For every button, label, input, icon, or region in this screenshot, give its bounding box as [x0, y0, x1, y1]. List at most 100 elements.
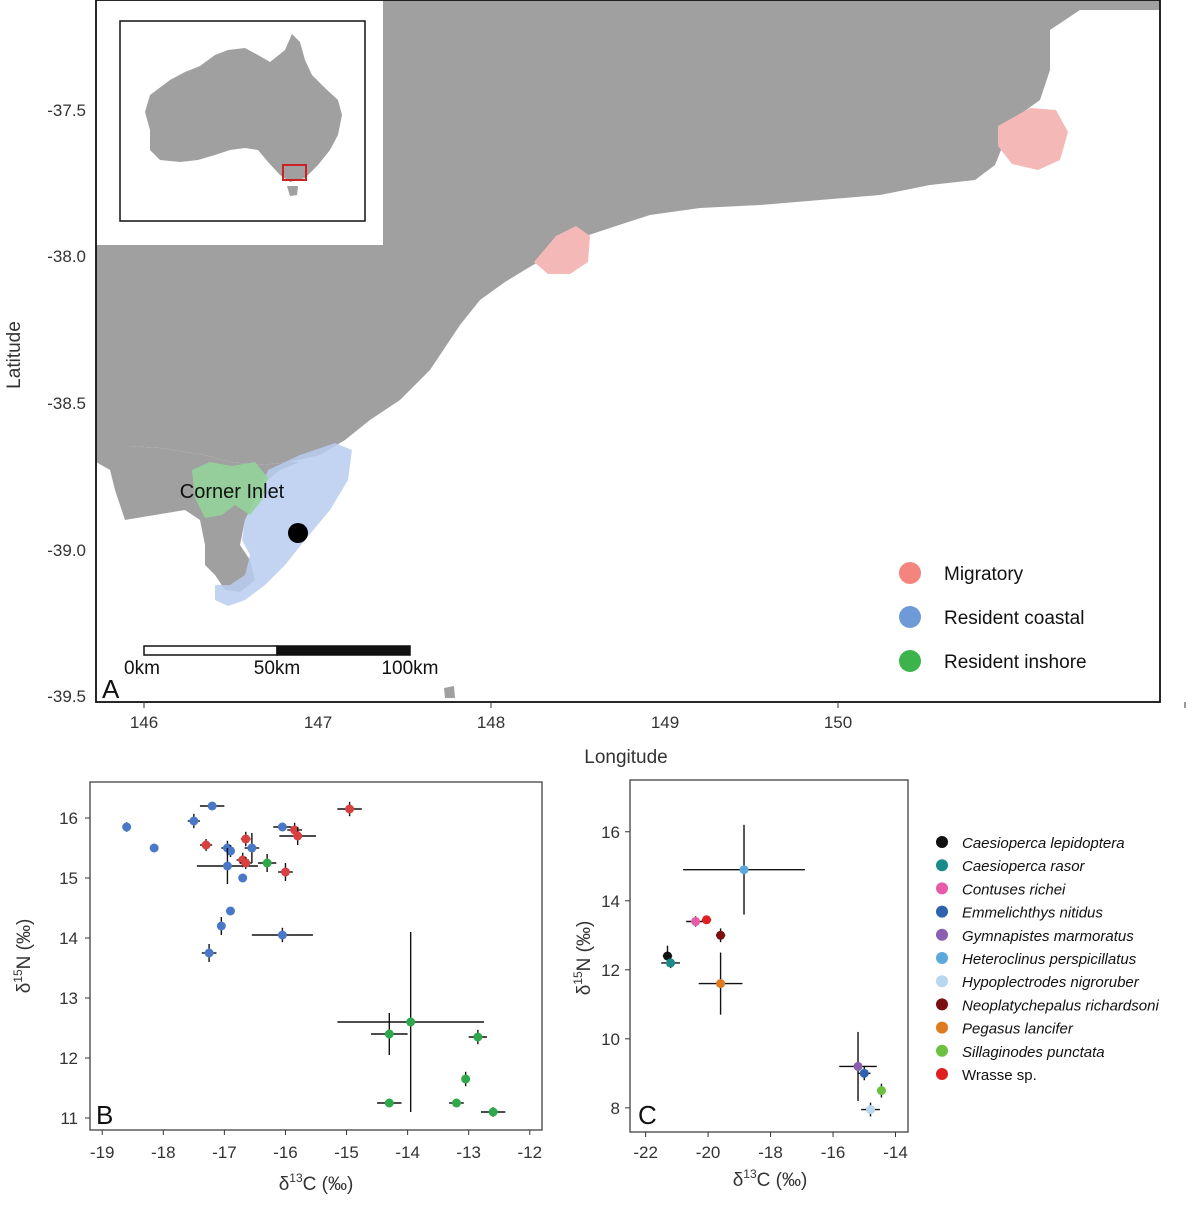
panel-c-y-tick: 10	[601, 1030, 620, 1049]
map-x-tick: 150	[824, 713, 852, 732]
data-point	[225, 846, 235, 856]
panel-c-y-ticks: 8 10 12 14 16	[601, 823, 620, 1118]
map-y-tick: -39.0	[47, 541, 86, 560]
data-point	[853, 1061, 863, 1071]
data-point	[122, 822, 132, 832]
panel-b-y-tick: 13	[59, 989, 78, 1008]
species-legend-label: Neoplatychepalus richardsoni	[962, 997, 1159, 1014]
data-point	[859, 1068, 869, 1078]
data-point	[247, 843, 257, 853]
data-point	[866, 1105, 876, 1115]
map-y-axis: -37.5 -38.0 -38.5 -39.0 -39.5 Latitude	[4, 101, 86, 706]
data-point	[262, 858, 272, 868]
species-legend-swatch	[936, 998, 948, 1011]
data-point	[451, 1098, 461, 1108]
data-point	[488, 1107, 498, 1117]
panel-b-x-tick: -19	[90, 1143, 115, 1162]
species-legend-label: Contuses richei	[962, 881, 1066, 898]
data-point	[277, 822, 287, 832]
data-point	[216, 921, 226, 931]
panel-c-marks	[625, 824, 897, 1137]
species-legend-label: Heteroclinus perspicillatus	[962, 951, 1137, 968]
panel-b-marks	[85, 801, 531, 1135]
map-x-tick: 148	[477, 713, 505, 732]
map-y-axis-title: Latitude	[4, 321, 25, 389]
map-y-tick: -38.5	[47, 394, 86, 413]
panel-b-x-tick: -14	[395, 1143, 420, 1162]
inset-study-area-box	[282, 164, 307, 181]
data-point	[876, 1086, 886, 1096]
data-point	[716, 930, 726, 940]
species-legend-swatch	[936, 1044, 948, 1057]
place-label-corner-inlet: Corner Inlet	[180, 481, 285, 503]
data-point	[662, 951, 672, 961]
data-point	[149, 843, 159, 853]
data-point	[222, 861, 232, 871]
species-legend-label: Sillaginodes punctata	[962, 1044, 1105, 1061]
map-x-tick: 146	[130, 713, 158, 732]
data-point	[277, 930, 287, 940]
panel-a-label: A	[102, 674, 120, 704]
panel-b-y-tick: 11	[60, 1109, 78, 1128]
tasmania-silhouette	[287, 186, 298, 196]
data-point	[666, 958, 676, 968]
resident-coastal-region	[215, 443, 352, 606]
map-x-axis: 146 147 148 149 150 Longitude	[130, 702, 1186, 768]
australia-silhouette	[145, 34, 342, 182]
map-frame	[95, 0, 1161, 703]
species-legend-swatch	[936, 882, 948, 895]
map-y-tick: -37.5	[47, 101, 86, 120]
map-y-tick: -38.0	[47, 247, 86, 266]
sampling-site-marker	[288, 523, 308, 543]
data-point	[241, 858, 251, 868]
data-point	[384, 1098, 394, 1108]
species-legend-label: Caesioperca lepidoptera	[962, 835, 1125, 852]
legend-resident-inshore-label: Resident inshore	[944, 652, 1087, 673]
species-legend-label: Caesioperca rasor	[962, 858, 1086, 875]
scale-bar-white-segment	[143, 645, 278, 656]
habitat-legend: Migratory Resident coastal Resident insh…	[899, 562, 1087, 673]
panel-b-x-tick: -12	[517, 1143, 542, 1162]
data-point	[461, 1074, 471, 1084]
species-legend-swatch	[936, 952, 948, 964]
migratory-region-eastern	[998, 108, 1068, 170]
scale-label-0: 0km	[124, 658, 160, 679]
panel-b-x-ticks: -19 -18 -17 -16 -15 -14 -13 -12	[90, 1143, 542, 1162]
species-legend-swatch	[936, 975, 948, 988]
data-point	[716, 979, 726, 989]
panel-b-y-axis-title: δ15N (‰)	[11, 919, 35, 994]
panel-c-scatter: -22 -20 -18 -16 -14 8 10 12 14 16 δ13C (…	[571, 779, 909, 1191]
data-point	[207, 801, 217, 811]
map-x-tick: 147	[304, 713, 332, 732]
panel-b-y-tick: 15	[59, 869, 78, 888]
legend-migratory-label: Migratory	[944, 564, 1024, 585]
species-legend-swatch	[936, 859, 948, 872]
panel-c-y-tick: 14	[601, 892, 620, 911]
panel-b-y-tick: 16	[59, 809, 78, 828]
panel-c-y-axis-title: δ15N (‰)	[571, 921, 595, 996]
panel-c-x-tick: -16	[821, 1143, 846, 1162]
species-legend-swatch	[936, 1021, 948, 1034]
panel-c-x-axis-title: δ13C (‰)	[733, 1167, 808, 1191]
data-point	[241, 834, 251, 844]
island-speck	[444, 686, 455, 698]
migratory-region-gippsland	[534, 226, 590, 274]
legend-resident-coastal-swatch	[899, 606, 921, 628]
panel-c-y-tick: 8	[611, 1099, 620, 1118]
data-point	[691, 916, 701, 926]
data-point	[406, 1017, 416, 1027]
species-legend-label: Pegasus lancifer	[962, 1021, 1074, 1038]
species-legend: Caesioperca lepidoptera Caesioperca rasor…	[936, 835, 1159, 1084]
data-point	[293, 831, 303, 841]
species-legend-swatch	[936, 836, 948, 848]
species-legend-swatch	[936, 1068, 948, 1080]
species-legend-swatch	[936, 928, 948, 941]
panel-b-x-tick: -18	[151, 1143, 176, 1162]
scale-bar: 0km 50km 100km	[124, 645, 439, 679]
panel-b-x-tick: -17	[212, 1143, 237, 1162]
inset-frame	[119, 20, 366, 222]
scale-bar-black-segment	[276, 645, 411, 656]
species-legend-label: Emmelichthys nitidus	[962, 905, 1103, 922]
panel-b-scatter: -19 -18 -17 -16 -15 -14 -13 -12 11 12 13…	[11, 781, 543, 1195]
data-point	[189, 816, 199, 826]
